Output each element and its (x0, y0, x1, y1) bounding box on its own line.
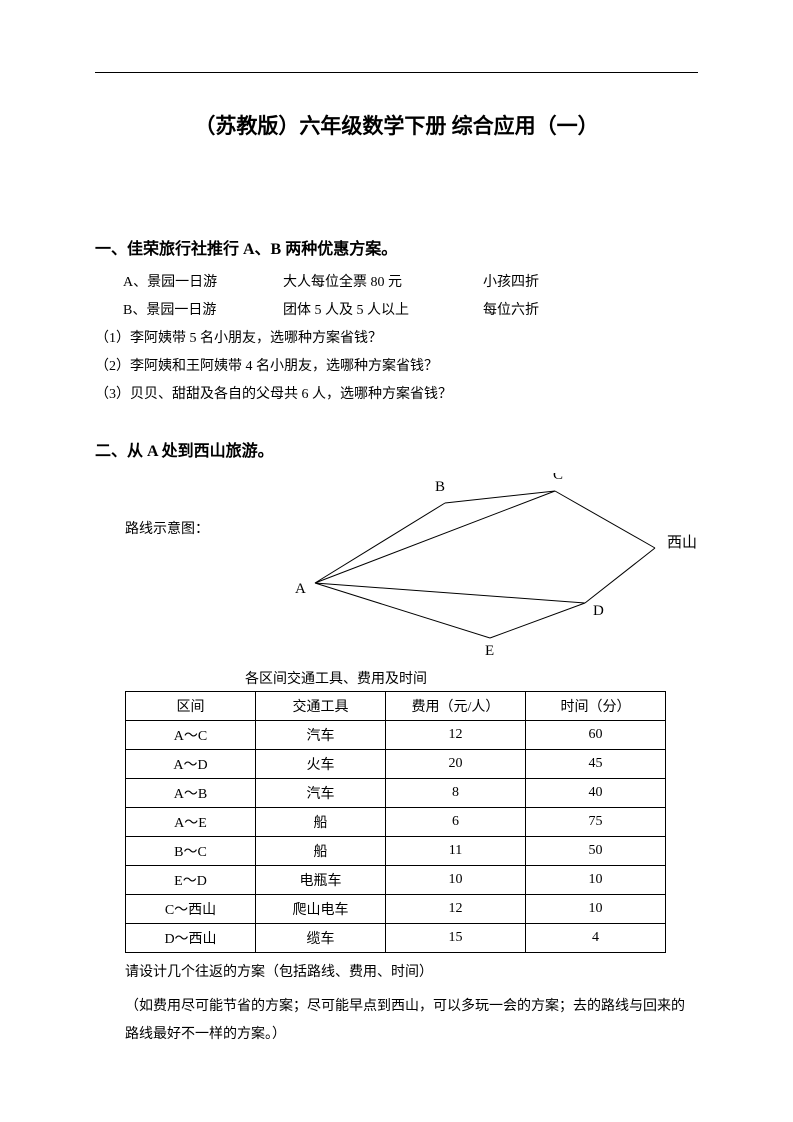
top-rule (95, 72, 698, 73)
table-cell: C～西山 (126, 895, 256, 924)
plan-a-desc: 大人每位全票 80 元 (283, 269, 483, 297)
table-cell: 6 (386, 808, 526, 837)
table-header-cell: 区间 (126, 692, 256, 721)
diagram-edge (315, 583, 490, 638)
table-cell: 爬山电车 (256, 895, 386, 924)
table-cell: 75 (526, 808, 666, 837)
table-cell: A～D (126, 750, 256, 779)
routes-table: 区间交通工具费用（元/人）时间（分） A～C汽车1260A～D火车2045A～B… (125, 691, 666, 953)
table-cell: 电瓶车 (256, 866, 386, 895)
table-cell: 11 (386, 837, 526, 866)
table-header-cell: 交通工具 (256, 692, 386, 721)
diagram-node-label: E (485, 643, 494, 659)
table-cell: A～B (126, 779, 256, 808)
diagram-edge (585, 548, 655, 603)
table-cell: 10 (386, 866, 526, 895)
table-row: A～E船675 (126, 808, 666, 837)
diagram-node-label: D (593, 603, 604, 619)
page-title: （苏教版）六年级数学下册 综合应用（一） (95, 110, 698, 140)
table-cell: 12 (386, 895, 526, 924)
table-row: A～D火车2045 (126, 750, 666, 779)
design-instruction-2: （如费用尽可能节省的方案；尽可能早点到西山，可以多玩一会的方案；去的路线与回来的… (125, 993, 698, 1049)
plan-b-line: B、景园一日游 团体 5 人及 5 人以上 每位六折 (123, 297, 698, 325)
table-row: B～C船1150 (126, 837, 666, 866)
table-cell: 船 (256, 837, 386, 866)
table-cell: 缆车 (256, 924, 386, 953)
section1-heading: 一、佳荣旅行社推行 A、B 两种优惠方案。 (95, 235, 698, 259)
table-cell: 10 (526, 895, 666, 924)
table-cell: 火车 (256, 750, 386, 779)
table-cell: 4 (526, 924, 666, 953)
table-row: E～D电瓶车1010 (126, 866, 666, 895)
table-row: A～B汽车840 (126, 779, 666, 808)
section2-heading: 二、从 A 处到西山旅游。 (95, 437, 698, 461)
table-cell: 15 (386, 924, 526, 953)
plan-a-line: A、景园一日游 大人每位全票 80 元 小孩四折 (123, 269, 698, 297)
table-caption: 各区间交通工具、费用及时间 (245, 668, 698, 688)
plan-a-name: A、景园一日游 (123, 269, 283, 297)
table-cell: 45 (526, 750, 666, 779)
diagram-node-label: B (435, 479, 445, 495)
table-cell: 汽车 (256, 721, 386, 750)
table-cell: E～D (126, 866, 256, 895)
plan-a-note: 小孩四折 (483, 269, 698, 297)
table-header-cell: 费用（元/人） (386, 692, 526, 721)
table-cell: 12 (386, 721, 526, 750)
question-2: （2）李阿姨和王阿姨带 4 名小朋友，选哪种方案省钱？ (95, 353, 698, 381)
diagram-node-label: C (553, 473, 563, 483)
table-cell: A～C (126, 721, 256, 750)
table-cell: D～西山 (126, 924, 256, 953)
diagram-caption: 路线示意图： (125, 518, 209, 538)
table-cell: 20 (386, 750, 526, 779)
route-diagram-svg: A B C D E 西山 (235, 473, 705, 663)
table-cell: 8 (386, 779, 526, 808)
table-row: A～C汽车1260 (126, 721, 666, 750)
route-diagram: 路线示意图： A B C D E 西山 (95, 473, 698, 663)
table-row: D～西山缆车154 (126, 924, 666, 953)
diagram-edge (490, 603, 585, 638)
table-cell: 汽车 (256, 779, 386, 808)
diagram-node-label: 西山 (667, 534, 697, 551)
diagram-edge (315, 503, 445, 583)
table-cell: 60 (526, 721, 666, 750)
diagram-edge (555, 491, 655, 548)
table-cell: A～E (126, 808, 256, 837)
diagram-edge (315, 583, 585, 603)
diagram-edge (315, 491, 555, 583)
table-cell: 船 (256, 808, 386, 837)
diagram-node-label: A (295, 581, 306, 597)
table-cell: 10 (526, 866, 666, 895)
table-cell: B～C (126, 837, 256, 866)
plan-b-note: 每位六折 (483, 297, 698, 325)
table-cell: 50 (526, 837, 666, 866)
question-3: （3）贝贝、甜甜及各自的父母共 6 人，选哪种方案省钱？ (95, 381, 698, 409)
table-row: C～西山爬山电车1210 (126, 895, 666, 924)
design-instruction-1: 请设计几个往返的方案（包括路线、费用、时间） (125, 959, 698, 987)
table-header-cell: 时间（分） (526, 692, 666, 721)
table-cell: 40 (526, 779, 666, 808)
plan-b-desc: 团体 5 人及 5 人以上 (283, 297, 483, 325)
table-header-row: 区间交通工具费用（元/人）时间（分） (126, 692, 666, 721)
plan-b-name: B、景园一日游 (123, 297, 283, 325)
question-1: （1）李阿姨带 5 名小朋友，选哪种方案省钱？ (95, 325, 698, 353)
